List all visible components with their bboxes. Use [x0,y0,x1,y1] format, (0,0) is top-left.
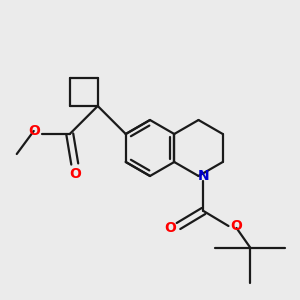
Text: O: O [165,221,176,235]
Text: O: O [69,167,81,181]
Text: N: N [198,169,209,183]
Text: O: O [231,219,242,233]
Text: O: O [28,124,40,138]
